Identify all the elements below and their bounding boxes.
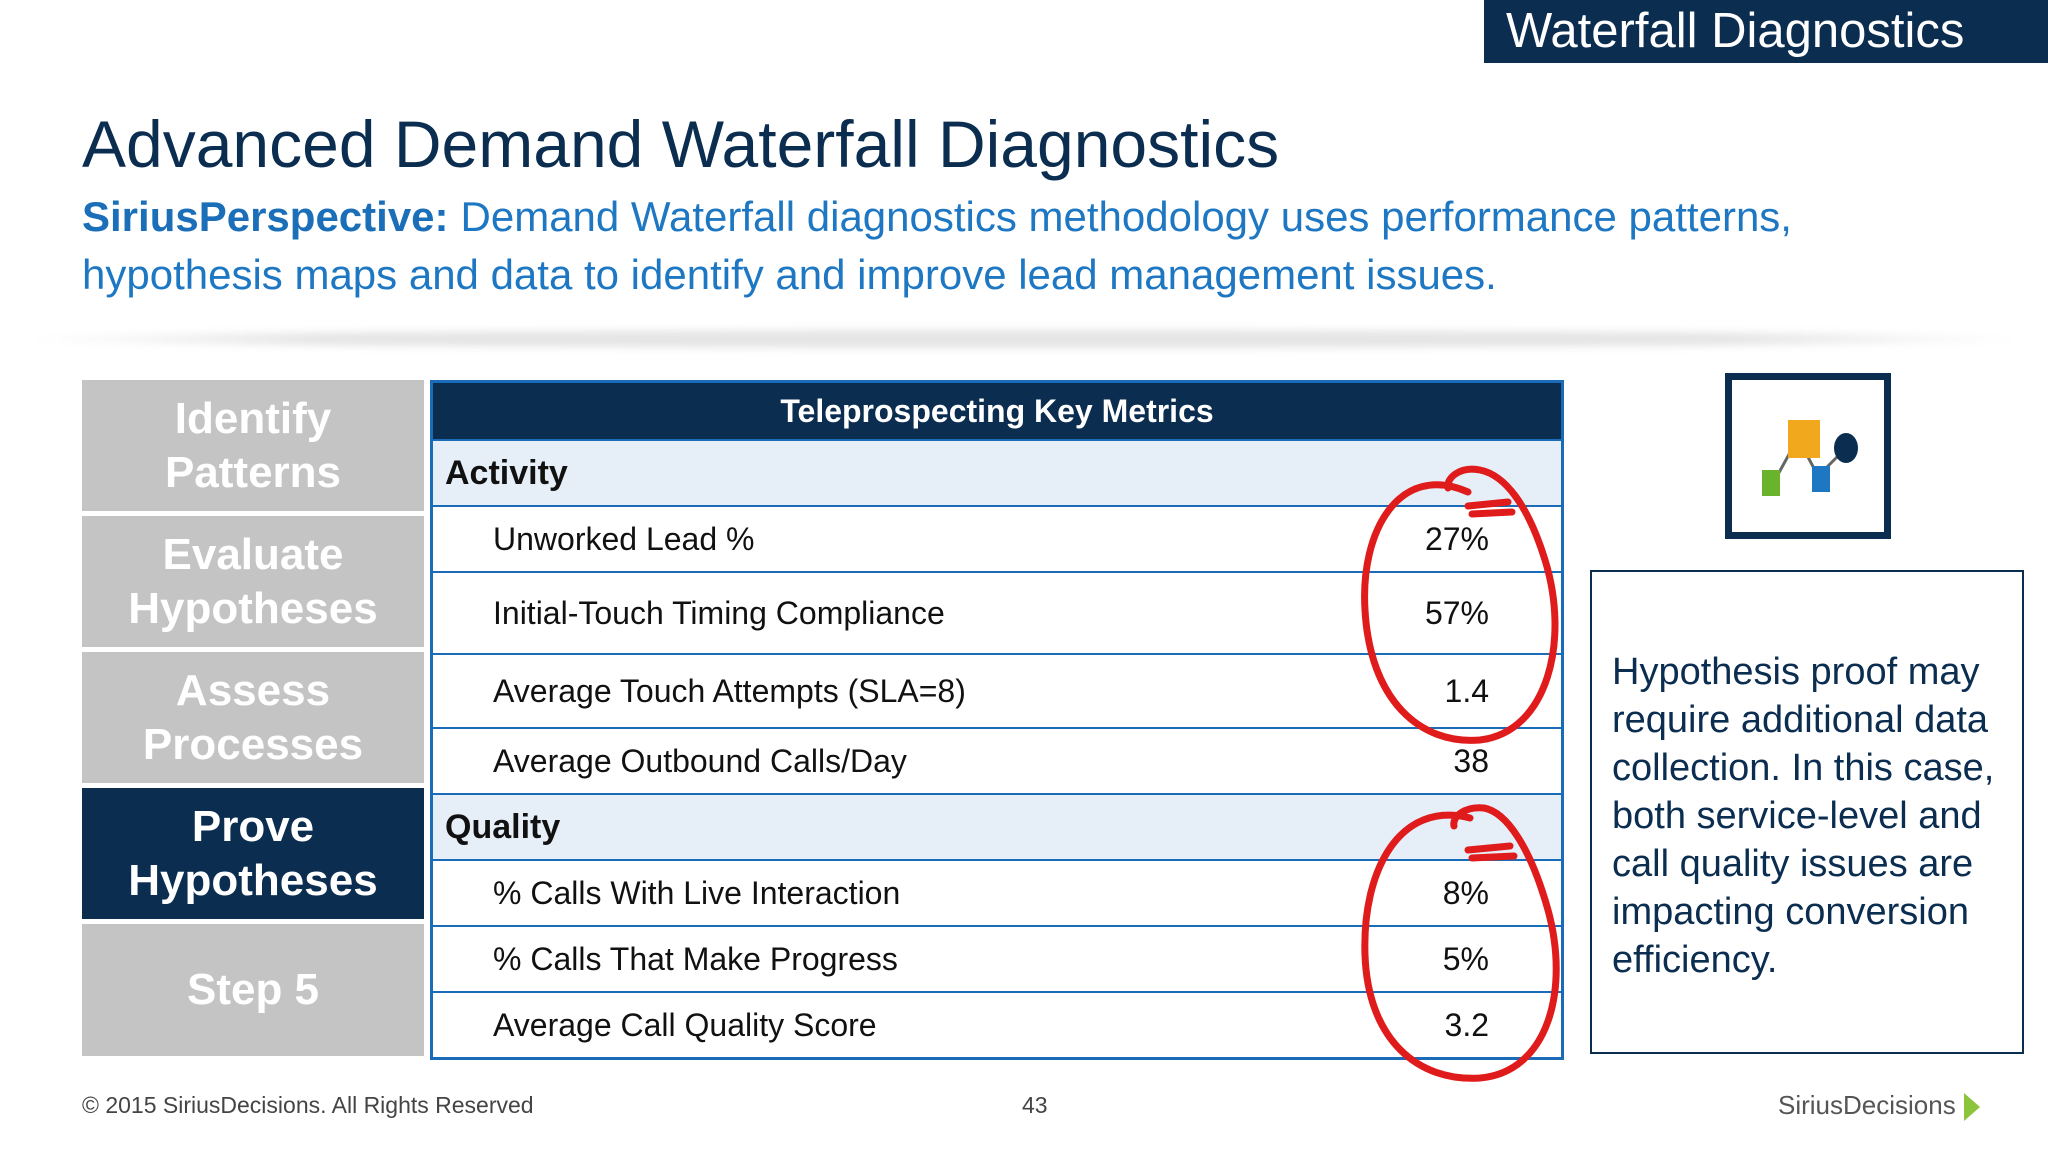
metric-name: Average Touch Attempts (SLA=8) (431, 654, 1289, 729)
metric-name: % Calls That Make Progress (431, 926, 1289, 993)
hypothesis-note: Hypothesis proof may require additional … (1590, 570, 2024, 1054)
metric-value: 3.2 (1289, 992, 1563, 1060)
metric-name: % Calls With Live Interaction (431, 860, 1289, 927)
section-row-activity: Activity (431, 440, 1563, 507)
green-node (1762, 470, 1780, 496)
step-label: Evaluate Hypotheses (128, 529, 378, 633)
table-row: % Calls With Live Interaction 8% (431, 860, 1563, 927)
section-label: Quality (431, 794, 1563, 861)
metric-name: Average Call Quality Score (431, 992, 1289, 1060)
step-label: Prove Hypotheses (128, 801, 378, 905)
sirius-logo: SiriusDecisions (1778, 1090, 1980, 1122)
metric-value: 38 (1289, 728, 1563, 795)
table-row: Initial-Touch Timing Compliance 57% (431, 572, 1563, 655)
section-row-quality: Quality (431, 794, 1563, 861)
step-assess-processes: Assess Processes (82, 652, 424, 783)
blue-node (1812, 466, 1830, 492)
logo-arrow-icon (1963, 1093, 1980, 1122)
table-row: Unworked Lead % 27% (431, 506, 1563, 573)
perspective-text: Demand Waterfall diagnostics methodology… (82, 193, 1792, 298)
copyright: © 2015 SiriusDecisions. All Rights Reser… (82, 1092, 534, 1118)
navy-node (1834, 433, 1858, 463)
divider-shadow (20, 330, 2028, 348)
step-identify-patterns: Identify Patterns (82, 380, 424, 511)
orange-node (1788, 420, 1820, 458)
metric-value: 57% (1289, 572, 1563, 655)
table-row: Average Touch Attempts (SLA=8) 1.4 (431, 654, 1563, 729)
metric-value: 5% (1289, 926, 1563, 993)
sirius-perspective: SiriusPerspective: Demand Waterfall diagn… (82, 188, 1842, 304)
metrics-table: Teleprospecting Key Metrics Activity Unw… (430, 380, 1564, 1060)
logo-text: SiriusDecisions (1778, 1090, 1956, 1120)
step-5: Step 5 (82, 924, 424, 1056)
step-label: Identify Patterns (164, 393, 342, 497)
metric-value: 8% (1289, 860, 1563, 927)
step-prove-hypotheses: Prove Hypotheses (82, 788, 424, 919)
perspective-label: SiriusPerspective: (82, 193, 449, 240)
page-number: 43 (1022, 1092, 1048, 1118)
step-evaluate-hypotheses: Evaluate Hypotheses (82, 516, 424, 647)
section-label: Activity (431, 440, 1563, 507)
metric-value: 27% (1289, 506, 1563, 573)
table-title: Teleprospecting Key Metrics (431, 381, 1563, 441)
step-label: Step 5 (186, 965, 320, 1014)
table-header-row: Teleprospecting Key Metrics (431, 381, 1563, 441)
table-row: % Calls That Make Progress 5% (431, 926, 1563, 993)
slide-title: Advanced Demand Waterfall Diagnostics (82, 107, 1280, 181)
metric-name: Unworked Lead % (431, 506, 1289, 573)
metric-value: 1.4 (1289, 654, 1563, 729)
section-tag: Waterfall Diagnostics (1484, 0, 2048, 63)
table-row: Average Outbound Calls/Day 38 (431, 728, 1563, 795)
step-label: Assess Processes (142, 665, 364, 769)
table-row: Average Call Quality Score 3.2 (431, 992, 1563, 1060)
metric-name: Initial-Touch Timing Compliance (431, 572, 1289, 655)
diagram-icon (1762, 420, 1858, 496)
process-steps: Identify Patterns Evaluate Hypotheses As… (82, 380, 424, 1061)
hypothesis-map-icon (1725, 373, 1891, 539)
metric-name: Average Outbound Calls/Day (431, 728, 1289, 795)
